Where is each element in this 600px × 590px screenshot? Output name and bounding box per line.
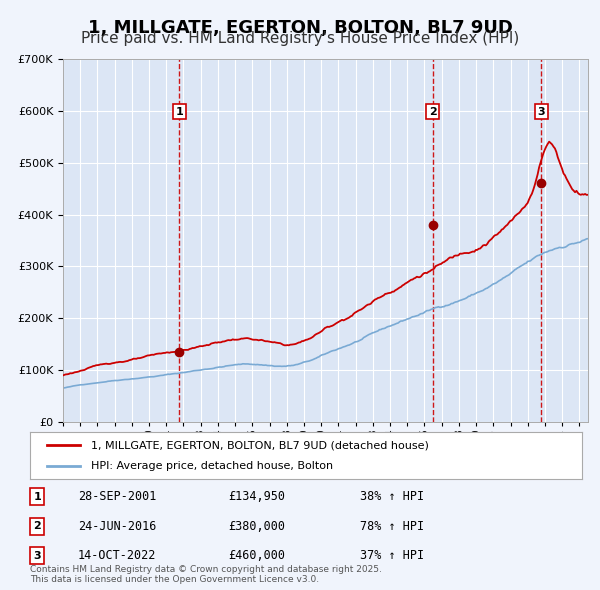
Text: HPI: Average price, detached house, Bolton: HPI: Average price, detached house, Bolt… [91,461,333,471]
Text: Contains HM Land Registry data © Crown copyright and database right 2025.
This d: Contains HM Land Registry data © Crown c… [30,565,382,584]
Text: 24-JUN-2016: 24-JUN-2016 [78,520,157,533]
Text: 38% ↑ HPI: 38% ↑ HPI [360,490,424,503]
Text: 37% ↑ HPI: 37% ↑ HPI [360,549,424,562]
Text: 2: 2 [429,107,437,117]
Text: £460,000: £460,000 [228,549,285,562]
Text: 28-SEP-2001: 28-SEP-2001 [78,490,157,503]
Text: £134,950: £134,950 [228,490,285,503]
Text: £380,000: £380,000 [228,520,285,533]
Text: 2: 2 [34,522,41,531]
Text: 1: 1 [34,492,41,502]
Text: 1: 1 [175,107,183,117]
Text: 1, MILLGATE, EGERTON, BOLTON, BL7 9UD (detached house): 1, MILLGATE, EGERTON, BOLTON, BL7 9UD (d… [91,440,428,450]
Text: 78% ↑ HPI: 78% ↑ HPI [360,520,424,533]
Text: 3: 3 [34,551,41,560]
Text: 1, MILLGATE, EGERTON, BOLTON, BL7 9UD: 1, MILLGATE, EGERTON, BOLTON, BL7 9UD [88,19,512,37]
Text: 3: 3 [538,107,545,117]
Text: Price paid vs. HM Land Registry's House Price Index (HPI): Price paid vs. HM Land Registry's House … [81,31,519,45]
Text: 14-OCT-2022: 14-OCT-2022 [78,549,157,562]
